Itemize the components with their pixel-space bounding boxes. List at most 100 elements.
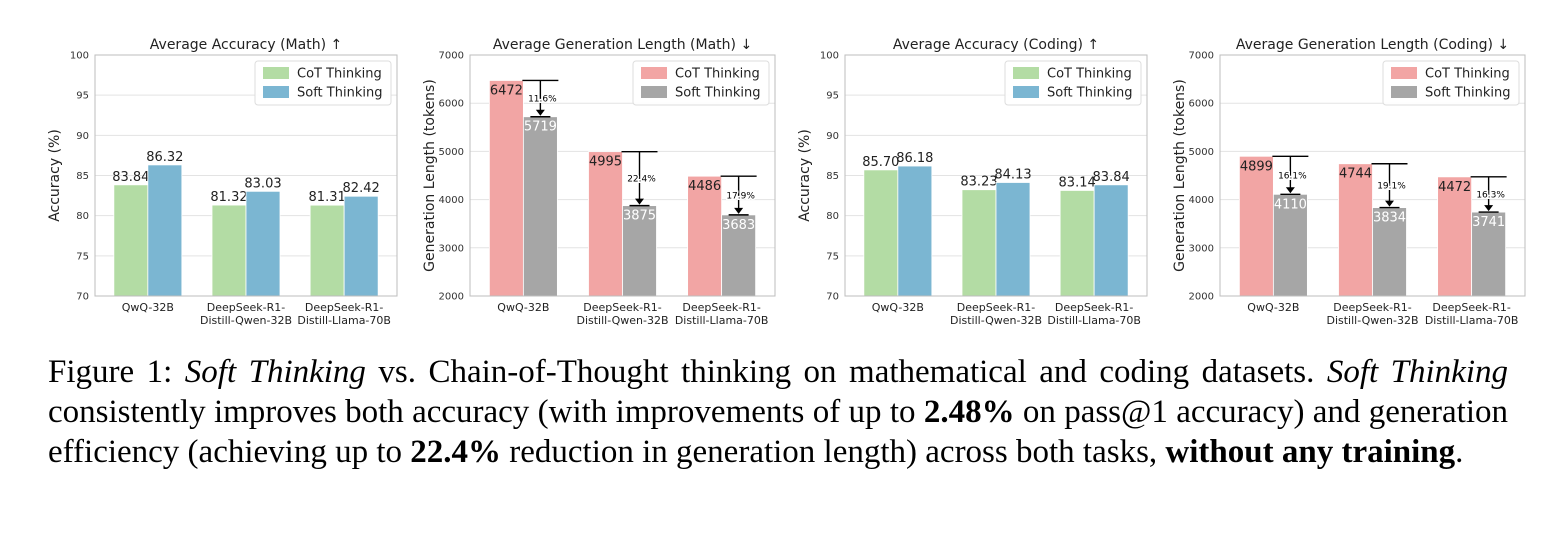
y-tick-label: 90 <box>76 131 89 142</box>
bar-cot <box>1338 163 1373 297</box>
chart-title: Average Generation Length (Math) ↓ <box>493 37 752 53</box>
data-label: 3875 <box>623 209 656 224</box>
x-tick-line: DeepSeek-R1- <box>682 301 760 314</box>
bar-soft <box>897 165 933 297</box>
legend-label: CoT Thinking <box>1047 67 1132 82</box>
reduction-arrow-head <box>734 207 744 214</box>
reduction-label: 16.3% <box>1476 190 1505 200</box>
x-tick-line: DeepSeek-R1- <box>1055 301 1133 314</box>
data-label: 3683 <box>722 218 755 233</box>
data-label: 4899 <box>1240 159 1273 174</box>
bar-cot <box>488 80 524 297</box>
chart-4: 2000 3000 4000 5000 6000 7000 4899 4744 4472 4110… <box>1172 37 1526 327</box>
data-label: 4472 <box>1438 180 1471 195</box>
y-tick-label: 6000 <box>1189 99 1214 110</box>
bar-cot <box>113 184 149 297</box>
y-tick-label: 5000 <box>1189 147 1214 158</box>
plot-frame <box>94 54 398 297</box>
y-tick-label: 90 <box>826 131 839 142</box>
legend-swatch <box>641 86 667 98</box>
data-label: 83.03 <box>244 176 281 191</box>
reduction-label: 11.6% <box>528 95 557 105</box>
x-tick-label: DeepSeek-R1-Distill-Qwen-32B <box>200 301 292 327</box>
legend-swatch <box>1013 86 1039 98</box>
y-tick-label: 100 <box>820 51 839 62</box>
x-tick-line: QwQ-32B <box>872 301 924 314</box>
bar-cot <box>588 151 623 297</box>
reduction-arrow-head <box>1385 200 1394 207</box>
bar-soft <box>1471 211 1507 297</box>
bar-cot <box>309 204 345 297</box>
y-tick-label: 70 <box>76 292 89 303</box>
y-tick-label: 3000 <box>1189 243 1214 254</box>
data-label: 82.42 <box>343 181 380 196</box>
y-tick-label: 75 <box>826 251 839 262</box>
y-tick-label: 75 <box>76 251 89 262</box>
chart-1: 70 75 80 85 90 95 100 83.84 81.32 81.31 86.32 83.03… <box>47 37 398 327</box>
data-label: 4110 <box>1274 197 1307 212</box>
reduction-label: 19.1% <box>1377 182 1406 192</box>
y-axis-label: Accuracy (%) <box>47 129 63 222</box>
data-label: 4995 <box>589 155 622 170</box>
y-tick-label: 95 <box>76 91 89 102</box>
data-label: 3834 <box>1373 211 1406 226</box>
bar-soft <box>1372 207 1407 297</box>
x-tick-label: DeepSeek-R1-Distill-Llama-70B <box>1425 301 1519 327</box>
x-tick-line: Distill-Llama-70B <box>297 314 391 327</box>
legend-swatch <box>641 67 667 79</box>
reduction-label: 16.1% <box>1278 171 1307 181</box>
legend-label: Soft Thinking <box>297 86 382 101</box>
reduction-arrow-head <box>635 198 644 205</box>
data-label: 81.31 <box>309 190 346 205</box>
x-tick-line: Distill-Qwen-32B <box>1326 314 1418 327</box>
legend-swatch <box>1013 67 1039 79</box>
y-tick-label: 85 <box>826 171 839 182</box>
plot-frame <box>1219 54 1526 297</box>
x-tick-line: DeepSeek-R1- <box>305 301 383 314</box>
x-tick-label: QwQ-32B <box>122 301 174 314</box>
chart-title: Average Accuracy (Math) ↑ <box>150 37 342 53</box>
figure-caption: Figure 1: Soft Thinking vs. Chain-of-Tho… <box>48 352 1508 472</box>
data-label: 86.18 <box>896 151 933 166</box>
x-tick-label: DeepSeek-R1-Distill-Llama-70B <box>675 301 769 327</box>
legend-label: CoT Thinking <box>297 67 382 82</box>
bar-cot <box>961 189 997 297</box>
chart-title: Average Generation Length (Coding) ↓ <box>1236 37 1509 53</box>
data-label: 3741 <box>1472 215 1505 230</box>
bar-cot <box>1437 176 1473 297</box>
bar-cot <box>211 204 247 297</box>
bar-soft <box>1272 193 1308 297</box>
data-label: 83.23 <box>960 175 997 190</box>
x-tick-line: Distill-Llama-70B <box>675 314 769 327</box>
bar-cot <box>1059 190 1095 297</box>
y-tick-label: 2000 <box>1189 292 1214 303</box>
chart-2: 2000 3000 4000 5000 6000 7000 6472 4995 4486 5719… <box>422 37 776 327</box>
data-label: 84.13 <box>994 167 1031 182</box>
x-tick-label: QwQ-32B <box>497 301 549 314</box>
plot-frame <box>844 54 1148 297</box>
caption-fig-label: Figure 1: <box>48 354 185 390</box>
x-tick-line: DeepSeek-R1- <box>1432 301 1510 314</box>
y-tick-label: 5000 <box>439 147 464 158</box>
reduction-arrow-head <box>535 109 545 116</box>
y-tick-label: 7000 <box>1189 51 1214 62</box>
x-tick-line: DeepSeek-R1- <box>207 301 285 314</box>
x-tick-label: QwQ-32B <box>1247 301 1299 314</box>
bar-soft <box>245 190 281 297</box>
data-label: 6472 <box>490 83 523 98</box>
data-label: 83.14 <box>1059 175 1096 190</box>
legend-label: CoT Thinking <box>1425 67 1510 82</box>
y-tick-label: 95 <box>826 91 839 102</box>
data-label: 81.32 <box>210 190 247 205</box>
x-tick-label: DeepSeek-R1-Distill-Qwen-32B <box>576 301 668 327</box>
y-tick-label: 100 <box>70 51 89 62</box>
caption-text-3: on pass@1 accuracy) and generation effic… <box>48 394 1508 470</box>
legend-swatch <box>1391 86 1417 98</box>
caption-bold-reduction: 22.4% <box>410 434 501 470</box>
data-label: 83.84 <box>1093 170 1130 185</box>
caption-bold-no-training: without any training <box>1165 434 1456 470</box>
reduction-label: 22.4% <box>627 175 656 185</box>
x-tick-line: Distill-Qwen-32B <box>950 314 1042 327</box>
bar-soft <box>147 164 183 297</box>
caption-text-1: vs. Chain-of-Thought thinking on mathema… <box>365 354 1327 390</box>
